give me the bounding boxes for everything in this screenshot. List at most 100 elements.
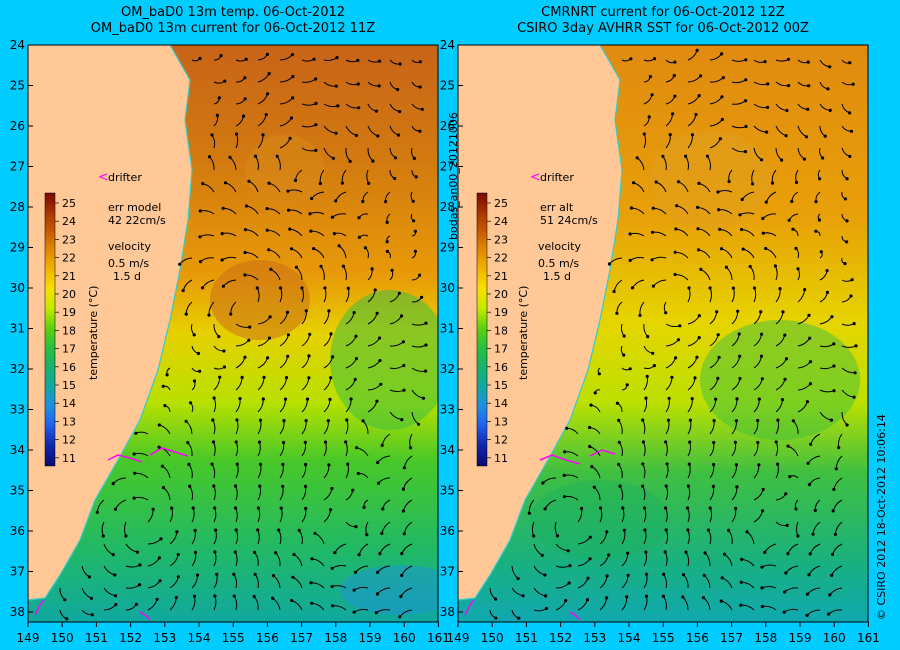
right-title-line1: CMRNRT current for 06-Oct-2012 12Z bbox=[541, 5, 785, 20]
left-velocity-speed: 0.5 m/s bbox=[108, 257, 149, 270]
colorbar-tick-label: 13 bbox=[494, 415, 508, 428]
latitude-tick-label: 28 bbox=[10, 200, 25, 214]
right-current-vectors bbox=[489, 48, 858, 620]
latitude-tick-label: 32 bbox=[10, 362, 25, 376]
colorbar-tick-label: 16 bbox=[62, 361, 76, 374]
right-err-line1: err alt bbox=[540, 201, 574, 214]
longitude-tick-label: 156 bbox=[256, 631, 279, 645]
right-drifter-tracks bbox=[464, 449, 616, 621]
colorbar-tick-label: 14 bbox=[62, 397, 76, 410]
right-velocity-speed: 0.5 m/s bbox=[538, 257, 579, 270]
left-colorbar-title: temperature (°C) bbox=[87, 286, 100, 380]
colorbar-tick-label: 21 bbox=[494, 270, 508, 283]
right-warm-eddy bbox=[650, 130, 770, 230]
longitude-tick-label: 157 bbox=[290, 631, 313, 645]
left-coastline bbox=[28, 45, 193, 601]
colorbar-tick-label: 20 bbox=[62, 288, 76, 301]
left-cool-region bbox=[330, 290, 438, 430]
longitude-tick-label: 152 bbox=[549, 631, 572, 645]
longitude-tick-label: 157 bbox=[720, 631, 743, 645]
latitude-tick-label: 35 bbox=[440, 484, 455, 498]
colorbar-tick-label: 17 bbox=[494, 343, 508, 356]
colorbar-tick-label: 17 bbox=[62, 343, 76, 356]
longitude-tick-label: 149 bbox=[17, 631, 40, 645]
left-panel-title: OM_baD0 13m temp. 06-Oct-2012 OM_baD0 13… bbox=[28, 5, 438, 37]
right-err-line2: 51 24cm/s bbox=[540, 214, 598, 227]
longitude-tick-label: 153 bbox=[583, 631, 606, 645]
left-warm-eddy-2 bbox=[210, 260, 310, 340]
latitude-tick-label: 24 bbox=[10, 38, 25, 52]
right-drifter-marker: < bbox=[530, 170, 541, 185]
left-drifter-marker: < bbox=[98, 170, 109, 185]
colorbar-tick-label: 19 bbox=[494, 306, 508, 319]
longitude-tick-label: 155 bbox=[652, 631, 675, 645]
left-drifter-tracks bbox=[34, 447, 189, 621]
right-title-line2: CSIRO 3day AVHRR SST for 06-Oct-2012 00Z bbox=[517, 21, 809, 36]
latitude-tick-label: 37 bbox=[10, 565, 25, 579]
latitude-tick-label: 29 bbox=[10, 241, 25, 255]
right-panel-title: CMRNRT current for 06-Oct-2012 12Z CSIRO… bbox=[458, 5, 868, 37]
left-warm-eddy bbox=[245, 135, 325, 205]
longitude-tick-label: 158 bbox=[754, 631, 777, 645]
right-cool-region bbox=[700, 320, 860, 440]
latitude-tick-label: 38 bbox=[10, 605, 25, 619]
colorbar-tick-label: 23 bbox=[62, 233, 76, 246]
longitude-tick-label: 149 bbox=[447, 631, 470, 645]
left-err-line2: 42 22cm/s bbox=[108, 214, 166, 227]
latitude-tick-label: 26 bbox=[10, 119, 25, 133]
colorbar-tick-label: 15 bbox=[62, 379, 76, 392]
colorbar-tick-label: 16 bbox=[494, 361, 508, 374]
side-run-label: bodas_an00_20121006 bbox=[447, 112, 460, 240]
colorbar-tick-label: 15 bbox=[494, 379, 508, 392]
left-title-line2: OM_baD0 13m current for 06-Oct-2012 11Z bbox=[90, 21, 376, 36]
latitude-tick-label: 26 bbox=[440, 119, 455, 133]
right-velocity-time: 1.5 d bbox=[543, 270, 571, 283]
longitude-tick-label: 155 bbox=[222, 631, 245, 645]
left-map-panel: < drifter err model 42 22cm/s velocity 0… bbox=[27, 44, 439, 623]
left-velocity-title: velocity bbox=[108, 240, 151, 253]
right-colorbar-title: temperature (°C) bbox=[517, 286, 530, 380]
longitude-tick-label: 153 bbox=[153, 631, 176, 645]
latitude-tick-label: 30 bbox=[440, 281, 455, 295]
colorbar-tick-label: 11 bbox=[494, 452, 508, 465]
left-latitude-axis: 24 25 26 27 28 29 30 31 32 33 34 35 36 37 38 bbox=[10, 38, 33, 619]
latitude-tick-label: 31 bbox=[440, 322, 455, 336]
right-colorbar-ticks: 25 24 23 22 21 20 19 18 17 16 15 14 13 12 11 bbox=[487, 197, 508, 465]
colorbar-tick-label: 19 bbox=[62, 306, 76, 319]
longitude-tick-label: 160 bbox=[823, 631, 846, 645]
longitude-tick-label: 158 bbox=[324, 631, 347, 645]
colorbar-tick-label: 23 bbox=[494, 233, 508, 246]
longitude-tick-label: 151 bbox=[515, 631, 538, 645]
right-colorbar bbox=[476, 192, 488, 467]
longitude-tick-label: 161 bbox=[857, 631, 880, 645]
latitude-tick-label: 31 bbox=[10, 322, 25, 336]
colorbar-tick-label: 18 bbox=[62, 324, 76, 337]
latitude-tick-label: 35 bbox=[10, 484, 25, 498]
latitude-tick-label: 24 bbox=[440, 38, 455, 52]
longitude-tick-label: 150 bbox=[51, 631, 74, 645]
latitude-tick-label: 37 bbox=[440, 565, 455, 579]
latitude-tick-label: 27 bbox=[10, 160, 25, 174]
longitude-tick-label: 150 bbox=[481, 631, 504, 645]
latitude-tick-label: 36 bbox=[10, 524, 25, 538]
right-cool-eddy bbox=[530, 480, 670, 560]
colorbar-tick-label: 24 bbox=[62, 215, 76, 228]
copyright-timestamp: © CSIRO 2012 18-Oct-2012 10:06:14 bbox=[875, 414, 888, 620]
colorbar-tick-label: 22 bbox=[494, 252, 508, 265]
longitude-tick-label: 151 bbox=[85, 631, 108, 645]
latitude-tick-label: 36 bbox=[440, 524, 455, 538]
right-map-panel: < drifter err alt 51 24cm/s velocity 0.5… bbox=[457, 44, 869, 623]
right-latitude-axis: 24 25 26 27 28 29 30 31 32 33 34 35 36 37 38 bbox=[440, 38, 463, 619]
left-title-line1: OM_baD0 13m temp. 06-Oct-2012 bbox=[120, 5, 346, 20]
colorbar-tick-label: 11 bbox=[62, 452, 76, 465]
latitude-tick-label: 25 bbox=[10, 79, 25, 93]
left-drifter-label: drifter bbox=[108, 171, 142, 184]
right-drifter-label: drifter bbox=[540, 171, 574, 184]
colorbar-tick-label: 13 bbox=[62, 415, 76, 428]
colorbar-tick-label: 25 bbox=[62, 197, 76, 210]
latitude-tick-label: 32 bbox=[440, 362, 455, 376]
colorbar-tick-label: 12 bbox=[494, 434, 508, 447]
colorbar-tick-label: 25 bbox=[494, 197, 508, 210]
longitude-tick-label: 159 bbox=[359, 631, 382, 645]
